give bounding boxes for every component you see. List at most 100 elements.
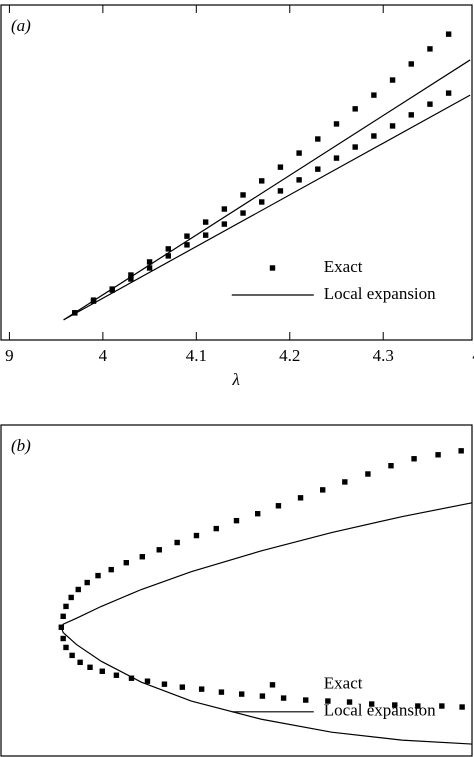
exact-point — [179, 684, 186, 690]
exact-point — [128, 276, 134, 282]
exact-point — [342, 479, 348, 485]
exact-point — [459, 704, 465, 710]
exact-point — [280, 695, 287, 701]
exact-point — [415, 703, 421, 709]
exact-point — [303, 697, 309, 703]
exact-point — [202, 232, 209, 238]
exact-point — [202, 219, 209, 225]
exact-point — [184, 242, 190, 248]
legend-label: Exact — [324, 257, 363, 276]
expansion-line — [63, 94, 471, 321]
exact-point — [144, 678, 151, 684]
exact-point — [435, 452, 441, 458]
exact-point — [259, 178, 265, 184]
exact-point — [146, 265, 153, 271]
exact-point — [458, 448, 464, 454]
exact-point — [325, 698, 331, 704]
exact-point — [221, 206, 228, 212]
exact-point — [389, 123, 396, 129]
exact-point — [233, 517, 240, 524]
exact-point — [198, 686, 205, 692]
exact-point — [68, 594, 74, 601]
exact-point — [439, 703, 445, 709]
exact-point — [277, 164, 284, 170]
exact-point — [113, 672, 120, 678]
x-tick-label: 4.3 — [373, 346, 394, 365]
exact-point — [346, 699, 353, 705]
exact-point — [99, 668, 105, 674]
x-tick-label: 4.1 — [186, 346, 207, 365]
exact-point — [408, 112, 414, 118]
panel-label: (a) — [11, 16, 31, 35]
x-tick-label: 4 — [99, 346, 108, 365]
exact-point — [368, 701, 375, 707]
exact-point — [259, 199, 265, 205]
exact-point — [259, 693, 266, 699]
panel-label: (b) — [11, 436, 31, 455]
exact-point — [165, 246, 171, 252]
exact-point — [193, 532, 200, 539]
exact-point — [87, 664, 93, 670]
exact-point — [156, 547, 162, 553]
exact-point — [445, 31, 452, 37]
exact-point — [296, 150, 302, 156]
exact-point — [63, 644, 69, 651]
exact-point — [165, 253, 171, 259]
legend-label: Local expansion — [324, 701, 436, 720]
exact-point — [277, 188, 284, 194]
exact-point — [333, 155, 340, 161]
exact-point — [146, 259, 153, 265]
legend-label: Exact — [324, 674, 363, 693]
exact-point — [184, 233, 190, 239]
exact-point — [371, 133, 377, 139]
exact-point — [315, 166, 321, 172]
exact-point — [75, 586, 81, 593]
exact-point — [315, 136, 321, 142]
x-tick-label: 9 — [5, 346, 14, 365]
exact-point — [139, 554, 145, 560]
exact-point — [365, 471, 371, 477]
exact-point — [84, 579, 90, 586]
plot-frame — [0, 424, 473, 757]
plot-frame — [0, 4, 473, 341]
exact-point — [254, 511, 261, 517]
exact-point — [333, 121, 340, 127]
legend-marker — [269, 265, 276, 271]
expansion-line — [63, 59, 471, 321]
exact-point — [240, 192, 246, 198]
x-tick-label: 4 — [472, 346, 474, 365]
exact-point — [174, 539, 180, 546]
exact-point — [411, 456, 417, 462]
exact-point — [69, 652, 75, 659]
exact-point — [238, 691, 245, 697]
exact-point — [352, 106, 358, 112]
exact-point — [297, 495, 304, 501]
exact-point — [128, 675, 135, 681]
exact-point — [427, 101, 433, 107]
exact-point — [408, 61, 414, 67]
exact-point — [77, 659, 83, 666]
exact-point — [95, 572, 101, 579]
x-axis-label: λ — [232, 370, 240, 389]
exact-point — [213, 525, 219, 532]
exact-point — [109, 287, 115, 293]
legend-marker — [269, 682, 276, 688]
expansion-line — [60, 502, 473, 745]
exact-point — [240, 210, 246, 216]
exact-point — [392, 702, 398, 708]
exact-point — [427, 46, 433, 52]
exact-point — [371, 92, 377, 98]
x-tick-label: 4.2 — [279, 346, 300, 365]
exact-point — [123, 559, 129, 566]
exact-point — [161, 681, 168, 687]
legend-label: Local expansion — [324, 284, 436, 303]
exact-point — [388, 463, 394, 469]
exact-point — [296, 177, 302, 183]
exact-point — [352, 144, 358, 150]
exact-point — [389, 77, 396, 83]
exact-point — [275, 503, 282, 509]
exact-point — [221, 221, 228, 227]
exact-point — [60, 613, 66, 620]
exact-point — [63, 603, 69, 610]
